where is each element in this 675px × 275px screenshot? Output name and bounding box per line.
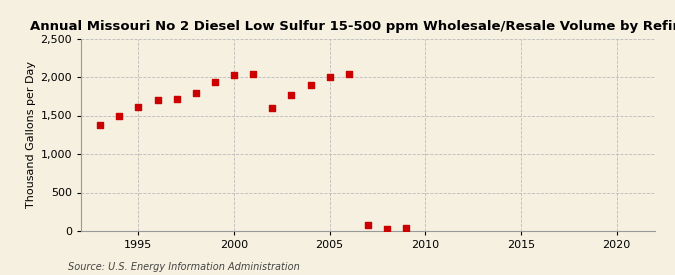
Point — [344, 72, 354, 76]
Title: Annual Missouri No 2 Diesel Low Sulfur 15-500 ppm Wholesale/Resale Volume by Ref: Annual Missouri No 2 Diesel Low Sulfur 1… — [30, 20, 675, 33]
Point — [171, 96, 182, 101]
Y-axis label: Thousand Gallons per Day: Thousand Gallons per Day — [26, 61, 36, 208]
Point — [133, 105, 144, 109]
Point — [190, 91, 201, 95]
Point — [324, 75, 335, 79]
Point — [209, 80, 220, 85]
Point — [229, 73, 240, 77]
Point — [267, 106, 277, 110]
Point — [286, 93, 297, 98]
Point — [362, 223, 373, 227]
Point — [152, 98, 163, 102]
Point — [95, 123, 105, 127]
Point — [248, 72, 259, 76]
Text: Source: U.S. Energy Information Administration: Source: U.S. Energy Information Administ… — [68, 262, 299, 272]
Point — [381, 227, 392, 231]
Point — [114, 113, 125, 118]
Point — [401, 226, 412, 230]
Point — [305, 83, 316, 88]
